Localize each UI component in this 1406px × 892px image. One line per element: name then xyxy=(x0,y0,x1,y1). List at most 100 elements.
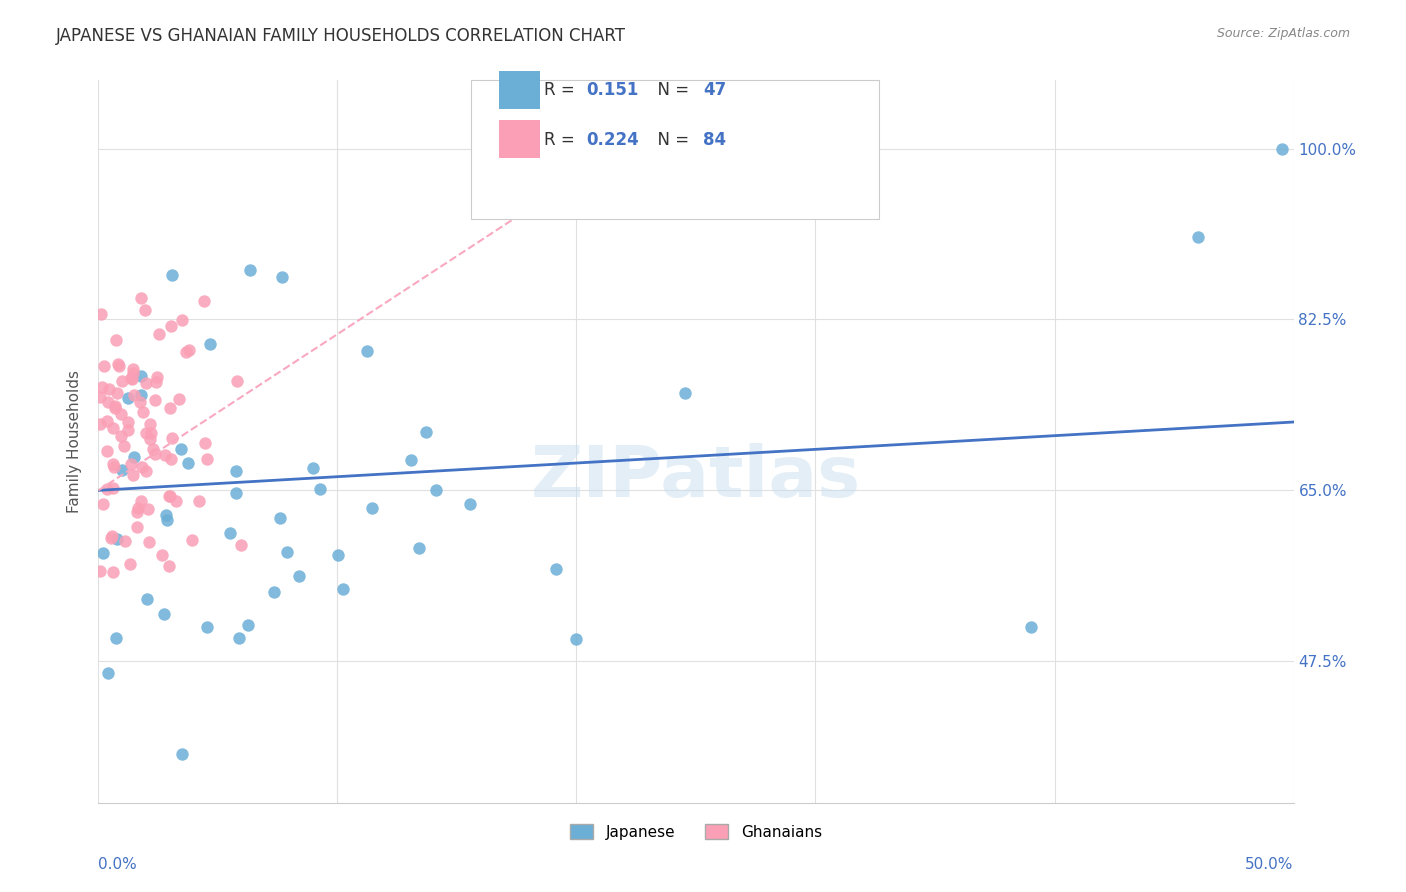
Point xyxy=(153,607,176,621)
Point xyxy=(117,423,139,437)
Text: N =: N = xyxy=(647,131,695,149)
Point xyxy=(360,501,382,516)
Point xyxy=(143,447,166,461)
Point xyxy=(177,456,200,470)
Point xyxy=(198,337,221,351)
Point xyxy=(544,562,567,576)
Point xyxy=(101,481,124,495)
Point xyxy=(356,344,378,359)
Point xyxy=(96,443,118,458)
Point xyxy=(135,426,157,441)
Point xyxy=(121,366,143,380)
Point xyxy=(225,374,247,388)
Point xyxy=(129,494,152,508)
Point xyxy=(425,483,447,497)
Point xyxy=(169,392,191,406)
Point xyxy=(120,371,142,385)
Point xyxy=(129,394,152,409)
Point xyxy=(129,369,152,384)
Point xyxy=(219,525,242,540)
Point xyxy=(157,558,180,573)
Point xyxy=(117,391,139,405)
Point xyxy=(143,393,166,408)
Point xyxy=(142,442,165,457)
Point xyxy=(170,313,193,327)
Point xyxy=(180,533,202,547)
Point xyxy=(107,359,129,374)
Point xyxy=(97,666,120,681)
Point xyxy=(328,549,350,563)
Text: 0.224: 0.224 xyxy=(586,131,640,149)
Point xyxy=(172,747,194,761)
Point xyxy=(194,435,217,450)
Point xyxy=(288,568,311,582)
Point xyxy=(153,448,176,462)
Point xyxy=(146,369,169,384)
Point xyxy=(121,372,143,386)
Point xyxy=(276,545,298,559)
Point xyxy=(105,385,128,400)
Point xyxy=(129,387,152,401)
Point xyxy=(120,457,142,471)
Point xyxy=(122,450,145,464)
Point xyxy=(101,529,124,543)
Point xyxy=(136,592,159,607)
Point xyxy=(159,489,181,503)
Text: R =: R = xyxy=(544,131,581,149)
Point xyxy=(122,388,145,402)
Point xyxy=(105,632,128,646)
Point xyxy=(107,357,129,371)
Point xyxy=(228,631,250,645)
Point xyxy=(89,417,111,431)
Point xyxy=(239,263,262,277)
Point xyxy=(93,359,115,373)
Point xyxy=(105,532,128,546)
Point xyxy=(415,425,437,439)
Point xyxy=(673,386,696,401)
Point xyxy=(174,345,197,359)
Text: 0.151: 0.151 xyxy=(586,81,638,99)
Point xyxy=(127,501,149,516)
Point xyxy=(160,268,183,282)
Point xyxy=(193,294,215,309)
Point xyxy=(96,413,118,427)
Point xyxy=(170,442,193,456)
Point xyxy=(1019,620,1042,634)
Point xyxy=(408,541,430,555)
Point xyxy=(308,483,330,497)
Point xyxy=(148,326,170,341)
Point xyxy=(150,548,173,562)
Point xyxy=(90,307,112,321)
Point xyxy=(1271,142,1294,156)
Point xyxy=(269,511,291,525)
Point xyxy=(90,380,112,394)
Point xyxy=(225,486,247,500)
Point xyxy=(96,482,118,496)
Point xyxy=(271,269,294,284)
Point xyxy=(111,374,134,388)
Point xyxy=(165,494,187,508)
Text: Source: ZipAtlas.com: Source: ZipAtlas.com xyxy=(1216,27,1350,40)
Point xyxy=(112,439,135,453)
Point xyxy=(135,464,157,478)
Point xyxy=(89,564,111,578)
Point xyxy=(332,582,354,596)
Text: 50.0%: 50.0% xyxy=(1246,856,1294,871)
Point xyxy=(565,632,588,646)
Point xyxy=(134,303,156,318)
Text: 84: 84 xyxy=(703,131,725,149)
Point xyxy=(138,417,160,432)
Y-axis label: Family Households: Family Households xyxy=(67,370,83,513)
Point xyxy=(104,400,127,414)
Text: R =: R = xyxy=(544,81,581,99)
Point xyxy=(399,453,422,467)
Point xyxy=(263,585,285,599)
Point xyxy=(155,508,177,522)
Point xyxy=(458,497,481,511)
Point xyxy=(159,319,181,334)
Point xyxy=(127,505,149,519)
Point xyxy=(179,343,201,357)
Point xyxy=(156,513,179,527)
Point xyxy=(131,291,153,305)
Point xyxy=(188,494,211,508)
